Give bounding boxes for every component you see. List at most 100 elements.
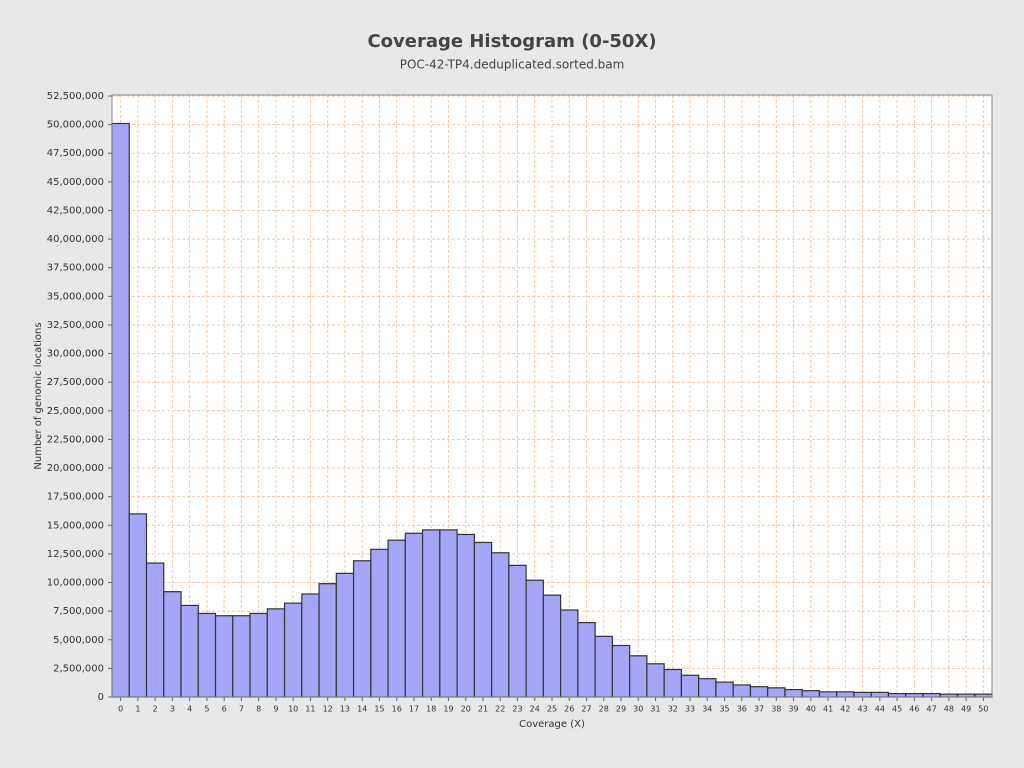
bar (577, 621, 596, 698)
x-tick-label: 10 (288, 705, 298, 714)
bar (698, 678, 717, 698)
x-tick-label: 26 (564, 705, 574, 714)
x-tick-label: 21 (478, 705, 488, 714)
bar (266, 608, 286, 698)
x-tick-label: 15 (374, 705, 384, 714)
y-tick-label: 37,500,000 (47, 263, 104, 274)
bar (732, 684, 752, 698)
y-axis-label: Number of genomic locations (33, 322, 44, 469)
y-tick-label: 50,000,000 (47, 120, 104, 131)
bar (853, 691, 872, 698)
x-tick-label: 33 (685, 705, 695, 714)
bar (163, 591, 182, 698)
bar (491, 552, 510, 698)
bar (680, 674, 700, 698)
x-tick-label: 5 (204, 705, 209, 714)
y-tick-label: 7,500,000 (53, 606, 104, 617)
x-tick-label: 4 (187, 705, 192, 714)
bar (283, 602, 303, 698)
bar (767, 687, 786, 698)
chart-subtitle: POC-42-TP4.deduplicated.sorted.bam (400, 58, 625, 72)
bar (370, 548, 389, 698)
bar (542, 594, 562, 698)
x-tick-label: 14 (357, 705, 367, 714)
x-tick-label: 16 (392, 705, 402, 714)
x-tick-label: 49 (961, 705, 971, 714)
x-tick-label: 11 (305, 705, 315, 714)
x-tick-label: 40 (806, 705, 816, 714)
bar (387, 539, 406, 698)
x-tick-label: 19 (443, 705, 453, 714)
x-tick-label: 30 (633, 705, 643, 714)
bar (232, 615, 251, 698)
x-tick-label: 48 (944, 705, 954, 714)
bar (318, 583, 337, 698)
bar (818, 691, 838, 698)
y-tick-label: 30,000,000 (47, 349, 104, 360)
y-tick-label: 40,000,000 (47, 234, 104, 245)
x-tick-label: 32 (668, 705, 678, 714)
x-tick-label: 24 (530, 705, 540, 714)
bar (905, 692, 924, 698)
x-tick-label: 38 (771, 705, 781, 714)
bar (180, 604, 199, 698)
chart-title: Coverage Histogram (0-50X) (367, 31, 656, 52)
y-tick-label: 20,000,000 (47, 463, 104, 474)
x-tick-label: 44 (875, 705, 885, 714)
bar (646, 663, 665, 698)
bar (887, 692, 907, 698)
x-tick-label: 31 (650, 705, 660, 714)
x-tick-label: 2 (153, 705, 158, 714)
bar (197, 612, 217, 698)
x-tick-label: 37 (754, 705, 764, 714)
x-tick-label: 0 (118, 705, 123, 714)
x-tick-label: 13 (340, 705, 350, 714)
bar (560, 609, 579, 698)
bar (439, 529, 458, 698)
bar (594, 635, 613, 698)
bar (749, 686, 769, 698)
plot-border (111, 94, 993, 698)
x-tick-label: 41 (823, 705, 833, 714)
x-tick-label: 3 (170, 705, 175, 714)
x-tick-label: 29 (616, 705, 626, 714)
x-tick-label: 46 (909, 705, 919, 714)
bar (922, 692, 941, 698)
y-tick-label: 45,000,000 (47, 177, 104, 188)
bar (335, 572, 355, 698)
x-tick-label: 27 (581, 705, 591, 714)
x-tick-label: 39 (788, 705, 798, 714)
bar (145, 562, 165, 698)
x-tick-label: 1 (135, 705, 140, 714)
x-tick-label: 20 (461, 705, 471, 714)
x-tick-label: 45 (892, 705, 902, 714)
x-tick-label: 50 (978, 705, 988, 714)
x-tick-label: 43 (857, 705, 867, 714)
x-axis-label: Coverage (X) (519, 719, 585, 730)
y-tick-label: 2,500,000 (53, 663, 104, 674)
x-tick-label: 34 (702, 705, 712, 714)
x-tick-label: 47 (927, 705, 937, 714)
y-tick-label: 22,500,000 (47, 434, 104, 445)
y-tick-label: 42,500,000 (47, 205, 104, 216)
bar (525, 579, 544, 698)
x-tick-label: 42 (840, 705, 850, 714)
x-tick-label: 28 (599, 705, 609, 714)
y-tick-label: 52,500,000 (47, 91, 104, 102)
x-tick-label: 9 (273, 705, 278, 714)
x-tick-label: 17 (409, 705, 419, 714)
bar (801, 690, 821, 698)
x-tick-label: 25 (547, 705, 557, 714)
y-tick-label: 32,500,000 (47, 320, 104, 331)
x-tick-label: 6 (222, 705, 227, 714)
bar (836, 691, 855, 698)
bar (404, 532, 424, 698)
bar (663, 668, 683, 698)
bar (456, 533, 475, 698)
bar (214, 615, 234, 698)
x-tick-label: 23 (512, 705, 522, 714)
x-tick-label: 35 (719, 705, 729, 714)
y-tick-label: 25,000,000 (47, 406, 104, 417)
y-tick-label: 27,500,000 (47, 377, 104, 388)
